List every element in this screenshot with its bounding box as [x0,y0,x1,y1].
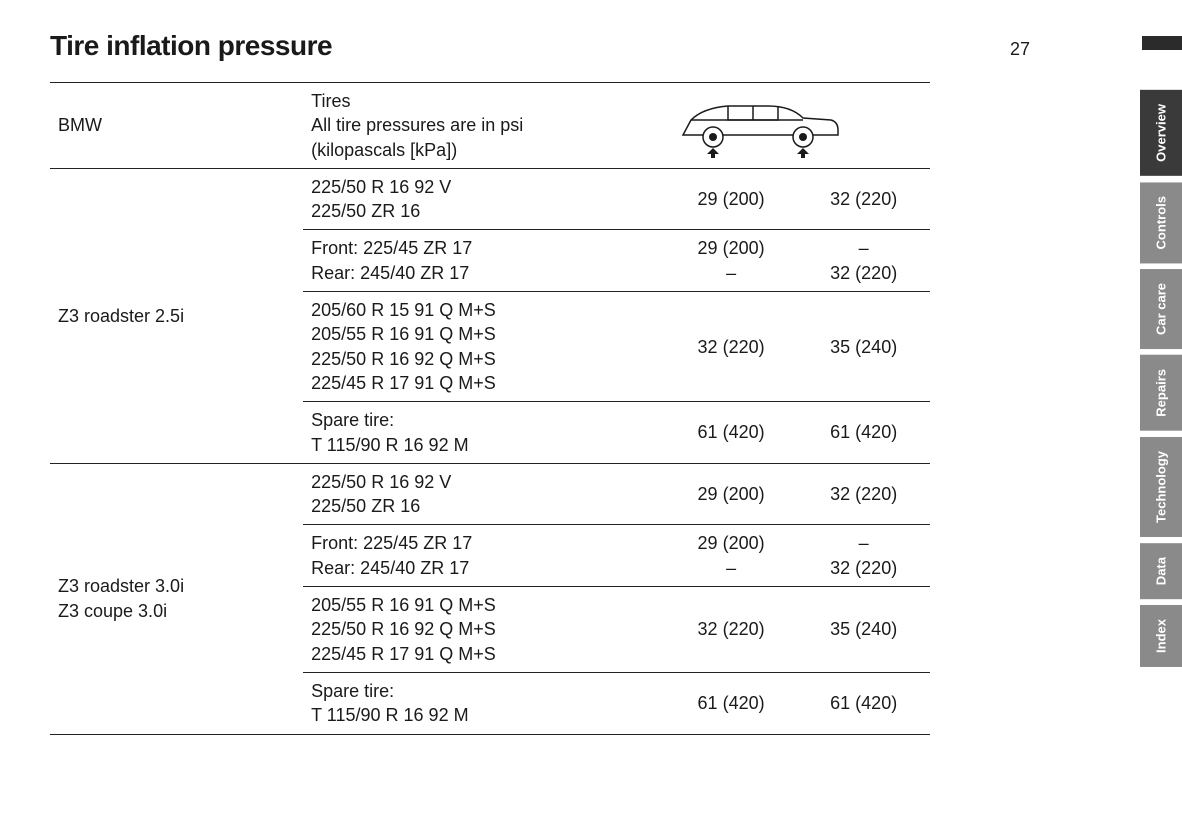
front-pressure: 29 (200) – [665,525,798,587]
note-line2: (kilopascals [kPa]) [311,140,457,160]
tab-repairs[interactable]: Repairs [1140,355,1182,431]
rear-pressure: 32 (220) [797,463,930,525]
tire-cell: Front: 225/45 ZR 17 Rear: 245/40 ZR 17 [303,525,665,587]
side-tabs: Overview Controls Car care Repairs Techn… [1140,90,1182,673]
model-cell: Z3 roadster 2.5i [50,168,303,463]
tire-cell: Spare tire: T 115/90 R 16 92 M [303,402,665,464]
tires-label: Tires [311,91,350,111]
tab-controls[interactable]: Controls [1140,182,1182,263]
rear-pressure: 35 (240) [797,292,930,402]
rear-pressure: 61 (420) [797,672,930,734]
rear-pressure: – 32 (220) [797,525,930,587]
front-pressure: 61 (420) [665,672,798,734]
header-tires: Tires All tire pressures are in psi (kil… [303,83,665,169]
tab-index[interactable]: Index [1140,605,1182,667]
tab-technology[interactable]: Technology [1140,437,1182,537]
header-row: Tire inflation pressure 27 [50,30,1030,62]
tab-overview[interactable]: Overview [1140,90,1182,176]
model-cell: Z3 roadster 3.0i Z3 coupe 3.0i [50,463,303,734]
car-diagram-cell [665,83,930,169]
front-pressure: 61 (420) [665,402,798,464]
front-pressure: 29 (200) – [665,230,798,292]
front-pressure: 32 (220) [665,292,798,402]
rear-pressure: 35 (240) [797,587,930,673]
table-header-row: BMW Tires All tire pressures are in psi … [50,83,930,169]
tire-cell: 205/60 R 15 91 Q M+S 205/55 R 16 91 Q M+… [303,292,665,402]
page-number: 27 [1010,39,1030,60]
page-title: Tire inflation pressure [50,30,332,62]
front-pressure: 29 (200) [665,463,798,525]
page-content: Tire inflation pressure 27 BMW Tires All… [0,0,1080,765]
tire-cell: 225/50 R 16 92 V 225/50 ZR 16 [303,168,665,230]
front-pressure: 32 (220) [665,587,798,673]
table-row: Z3 roadster 3.0i Z3 coupe 3.0i 225/50 R … [50,463,930,525]
tire-cell: Front: 225/45 ZR 17 Rear: 245/40 ZR 17 [303,230,665,292]
tire-cell: 225/50 R 16 92 V 225/50 ZR 16 [303,463,665,525]
rear-pressure: – 32 (220) [797,230,930,292]
table-row: Z3 roadster 2.5i 225/50 R 16 92 V 225/50… [50,168,930,230]
note-line1: All tire pressures are in psi [311,115,523,135]
tab-data[interactable]: Data [1140,543,1182,599]
rear-pressure: 32 (220) [797,168,930,230]
tire-cell: Spare tire: T 115/90 R 16 92 M [303,672,665,734]
tab-car-care[interactable]: Car care [1140,269,1182,349]
car-icon [673,90,843,160]
header-brand: BMW [50,83,303,169]
front-pressure: 29 (200) [665,168,798,230]
rear-pressure: 61 (420) [797,402,930,464]
tire-pressure-table: BMW Tires All tire pressures are in psi … [50,82,930,735]
tire-cell: 205/55 R 16 91 Q M+S 225/50 R 16 92 Q M+… [303,587,665,673]
page-marker [1142,36,1182,50]
